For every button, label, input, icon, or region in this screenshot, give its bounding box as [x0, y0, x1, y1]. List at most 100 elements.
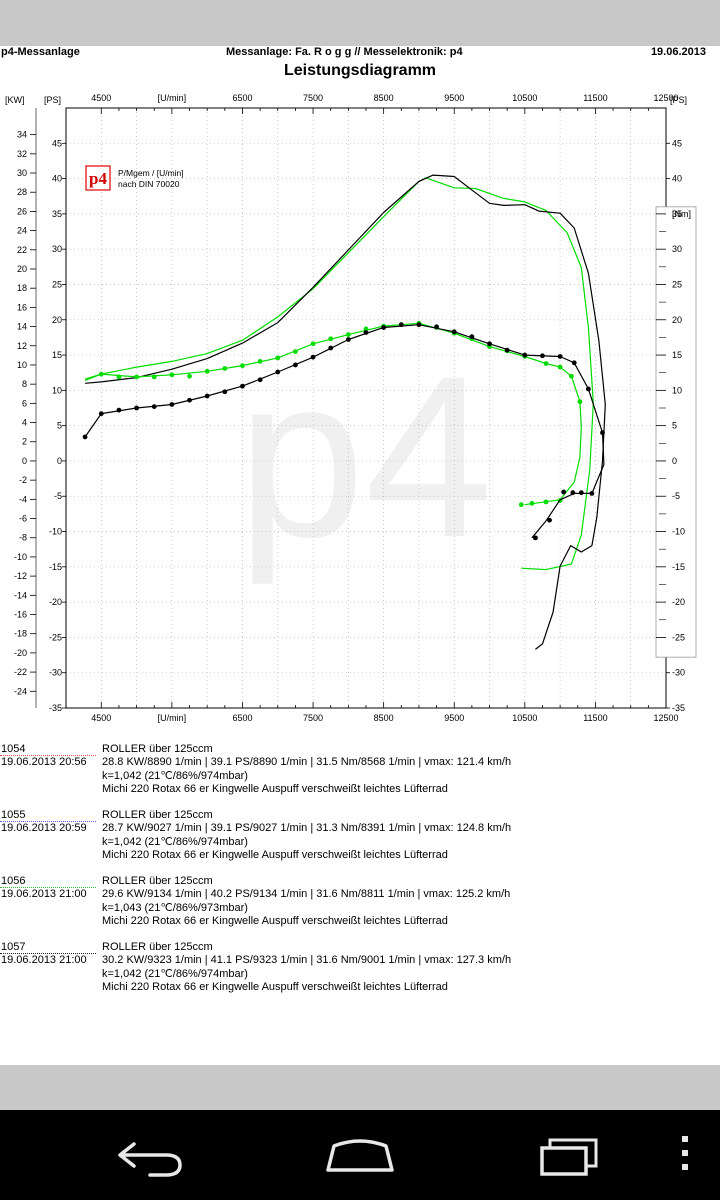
series-point-3 — [82, 434, 88, 440]
ps-tick-label-left: -10 — [49, 527, 62, 537]
x-tick-label-bottom: 12500 — [653, 713, 678, 723]
home-icon[interactable] — [320, 1130, 400, 1180]
run-category: ROLLER über 125ccm — [102, 941, 213, 953]
nm-tick-label: 15 — [672, 350, 682, 360]
kw-tick-label: 8 — [22, 379, 27, 389]
series-point-2 — [577, 399, 583, 405]
x-tick-label-bottom: 6500 — [232, 713, 252, 723]
ps-tick-label-left: -15 — [49, 562, 62, 572]
header-date: 19.06.2013 — [650, 46, 706, 58]
series-point-2 — [204, 368, 210, 374]
run-category: ROLLER über 125ccm — [102, 875, 213, 887]
series-point-3 — [522, 352, 528, 358]
recent-apps-icon[interactable] — [530, 1130, 610, 1180]
series-point-2 — [98, 371, 104, 377]
kw-tick-label: -20 — [14, 648, 27, 658]
series-point-2 — [116, 374, 122, 380]
run-number: 1057 — [1, 941, 26, 953]
series-point-3 — [134, 405, 139, 411]
run-results: 29.6 KW/9134 1/min | 40.2 PS/9134 1/min … — [102, 888, 511, 900]
ps-tick-label-right: -35 — [672, 703, 685, 713]
nm-tick-label: 35 — [672, 209, 682, 219]
series-point-2 — [275, 355, 281, 361]
series-point-2 — [518, 502, 524, 508]
x-tick-label-top: 10500 — [512, 93, 537, 103]
kw-tick-label: -12 — [14, 571, 27, 581]
kw-tick-label: -14 — [14, 590, 27, 600]
run-category: ROLLER über 125ccm — [102, 809, 213, 821]
x-tick-label-bottom: 7500 — [303, 713, 323, 723]
run-results: 30.2 KW/9323 1/min | 41.1 PS/9323 1/min … — [102, 954, 512, 966]
kw-tick-label: 24 — [17, 226, 27, 236]
p4-logo: p4 — [89, 169, 107, 188]
navigation-bar — [0, 1110, 720, 1200]
run-entry: 1055 19.06.2013 20:59 ROLLER über 125ccm 28… — [0, 809, 720, 875]
kw-tick-label: -16 — [14, 609, 27, 619]
run-correction: k=1,042 (21℃/86%/974mbar) — [102, 968, 248, 980]
series-point-3 — [98, 411, 104, 417]
run-entry: 1054 19.06.2013 20:56 ROLLER über 125ccm 28… — [0, 743, 720, 809]
kw-tick-label: 34 — [17, 130, 27, 140]
series-point-3 — [204, 393, 210, 399]
series-point-2 — [529, 500, 535, 506]
run-number: 1055 — [1, 809, 26, 821]
status-bar — [0, 0, 720, 46]
series-point-3 — [540, 353, 545, 359]
x-tick-label-top: 6500 — [232, 93, 252, 103]
series-point-3 — [547, 517, 552, 523]
kw-tick-label: -18 — [14, 629, 27, 639]
nm-tick-label: 10 — [672, 385, 682, 395]
nm-tick-label: -15 — [672, 562, 685, 572]
series-point-3 — [275, 369, 281, 375]
ps-tick-label-left: 5 — [57, 421, 62, 431]
ps-tick-label-left: 15 — [52, 350, 62, 360]
series-point-3 — [116, 407, 122, 413]
series-point-3 — [469, 334, 475, 340]
x-tick-label-top: 4500 — [91, 93, 111, 103]
series-point-2 — [151, 374, 157, 380]
kw-tick-label: 22 — [17, 245, 27, 255]
series-point-3 — [451, 329, 457, 335]
page-title: Leistungsdiagramm — [283, 62, 437, 79]
series-point-3 — [222, 389, 228, 395]
ps-unit-right: [PS] — [670, 95, 687, 105]
series-point-2 — [310, 341, 316, 347]
series-point-2 — [257, 359, 263, 364]
series-point-3 — [504, 347, 510, 353]
legend-line-1: P/Mgem / [U/min] — [118, 168, 184, 178]
series-point-2 — [328, 336, 334, 342]
back-icon[interactable] — [110, 1130, 190, 1180]
ps-tick-label-left: 20 — [52, 315, 62, 325]
run-date: 19.06.2013 21:00 — [1, 954, 87, 966]
run-description: Michi 220 Rotax 66 er Kingwelle Auspuff … — [102, 849, 448, 861]
legend-line-2: nach DIN 70020 — [118, 179, 180, 189]
kw-tick-label: 16 — [17, 302, 27, 312]
ps-tick-label-left: 40 — [52, 174, 62, 184]
run-date: 19.06.2013 21:00 — [1, 888, 87, 900]
kw-tick-label: 2 — [22, 437, 27, 447]
run-results: 28.8 KW/8890 1/min | 39.1 PS/8890 1/min … — [102, 756, 512, 768]
series-point-3 — [381, 325, 387, 330]
ps-unit-left: [PS] — [44, 95, 61, 105]
kw-tick-label: 14 — [17, 322, 27, 332]
menu-icon[interactable] — [670, 1130, 700, 1180]
x-tick-label-top: 11500 — [583, 93, 607, 103]
run-color-line — [0, 755, 96, 756]
kw-tick-label: -24 — [14, 686, 27, 696]
series-point-2 — [187, 373, 192, 379]
x-tick-label-top: 7500 — [303, 93, 323, 103]
ps-tick-label-right: -30 — [672, 668, 685, 678]
series-point-2 — [222, 366, 228, 371]
series-point-3 — [328, 345, 334, 351]
nm-tick-label: -5 — [672, 491, 680, 501]
header-left: p4-Messanlage — [1, 46, 80, 58]
run-list: 1054 19.06.2013 20:56 ROLLER über 125ccm 28… — [0, 743, 720, 1007]
series-point-3 — [571, 360, 577, 366]
x-tick-label-bottom: [U/min] — [158, 713, 187, 723]
kw-tick-label: 12 — [17, 341, 27, 351]
series-point-3 — [561, 489, 567, 495]
run-results: 28.7 KW/9027 1/min | 39.1 PS/9027 1/min … — [102, 822, 512, 834]
series-point-3 — [589, 491, 595, 496]
run-number: 1054 — [1, 743, 26, 755]
series-point-2 — [543, 499, 549, 505]
